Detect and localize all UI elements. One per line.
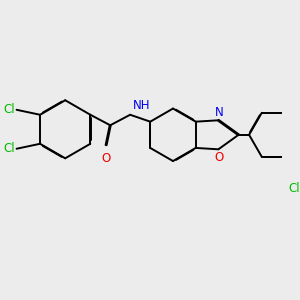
Text: O: O: [101, 152, 111, 165]
Text: O: O: [214, 151, 224, 164]
Text: N: N: [214, 106, 223, 119]
Text: Cl: Cl: [4, 103, 15, 116]
Text: NH: NH: [133, 99, 150, 112]
Text: Cl: Cl: [288, 182, 300, 195]
Text: Cl: Cl: [4, 142, 15, 155]
